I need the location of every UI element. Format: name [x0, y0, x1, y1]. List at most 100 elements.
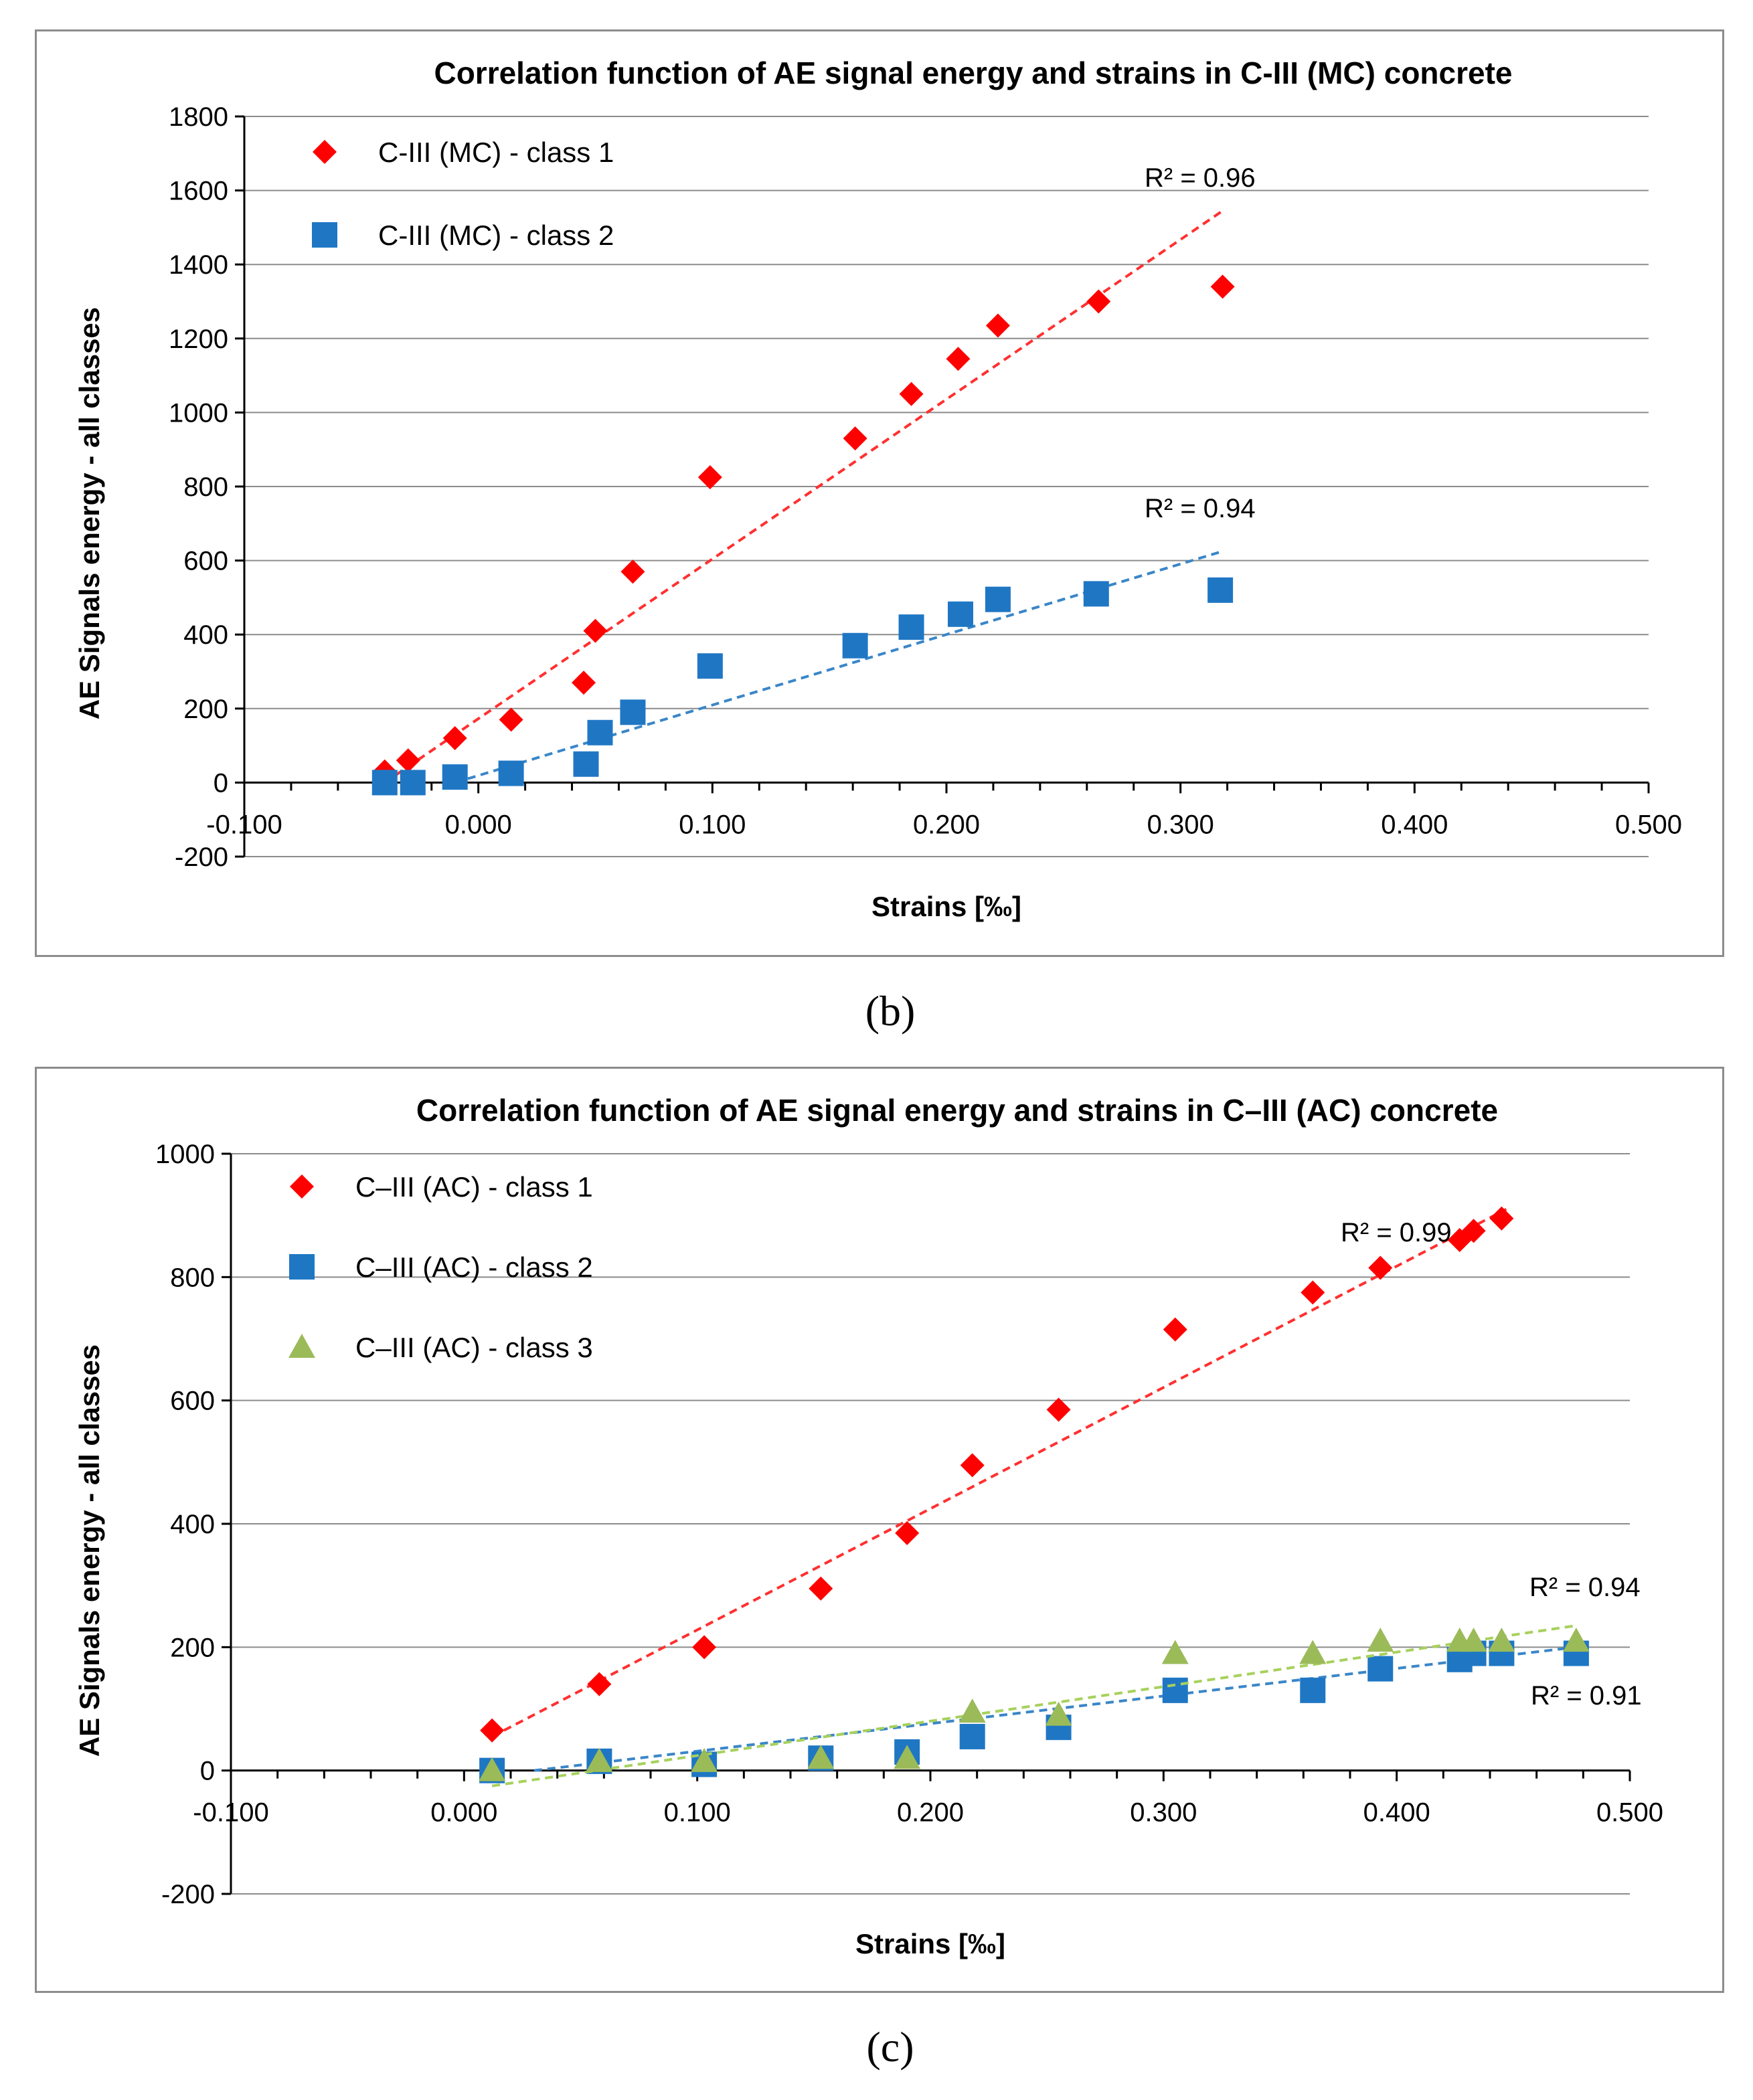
y-tick-label: 600	[170, 1387, 215, 1416]
x-tick-label: -0.100	[206, 810, 282, 839]
chart-title: Correlation function of AE signal energy…	[416, 1093, 1498, 1128]
data-point-class2	[947, 601, 973, 627]
y-tick-label: 1600	[169, 177, 228, 206]
legend-marker-class3	[288, 1334, 315, 1358]
x-tick-label: 0.500	[1615, 810, 1682, 839]
y-tick-label: 1000	[155, 1140, 215, 1169]
data-point-class3	[1460, 1628, 1487, 1652]
data-point-class2	[1300, 1677, 1326, 1703]
data-point-class1	[1301, 1280, 1325, 1305]
data-point-class2	[842, 632, 868, 659]
legend-marker-class2	[312, 222, 337, 248]
data-point-class1	[697, 465, 722, 490]
data-point-class1	[1447, 1228, 1472, 1253]
data-point-class1	[946, 347, 971, 371]
y-axis-label: AE Signals energy - all classes	[74, 307, 105, 719]
x-tick-label: 0.200	[913, 810, 980, 839]
trendline-class3	[491, 1624, 1577, 1787]
data-point-class1	[583, 618, 608, 643]
y-tick-label: 0	[200, 1757, 215, 1786]
x-axis-label: Strains [‰]	[871, 891, 1021, 922]
y-axis-label: AE Signals energy - all classes	[74, 1344, 105, 1757]
r-squared-label-class2: R² = 0.94	[1529, 1573, 1641, 1602]
trendline-class1	[384, 209, 1224, 784]
x-tick-label: 0.000	[445, 810, 512, 839]
data-point-class3	[1299, 1640, 1327, 1664]
data-point-class1	[1086, 289, 1111, 314]
x-tick-label: 0.300	[1147, 810, 1214, 839]
x-tick-label: 0.200	[897, 1798, 964, 1828]
data-point-class2	[620, 699, 646, 725]
data-point-class3	[1045, 1701, 1072, 1726]
data-point-class2	[1207, 577, 1234, 603]
data-point-class3	[479, 1757, 506, 1781]
y-tick-label: 1200	[169, 325, 228, 354]
x-tick-label: 0.300	[1130, 1798, 1197, 1828]
data-point-class2	[985, 586, 1011, 612]
y-tick-label: 1800	[169, 102, 228, 132]
data-point-class1	[1046, 1397, 1071, 1422]
x-tick-label: 0.500	[1596, 1798, 1663, 1828]
trendline-class1	[491, 1208, 1507, 1738]
data-point-class1	[620, 559, 645, 584]
data-point-class3	[958, 1698, 986, 1723]
x-tick-label: 0.400	[1363, 1798, 1430, 1828]
data-point-class3	[1367, 1628, 1394, 1652]
data-point-class1	[1210, 274, 1235, 299]
data-point-class1	[442, 726, 467, 751]
y-tick-label: 1000	[169, 398, 228, 428]
data-point-class3	[586, 1747, 613, 1772]
data-point-class2	[1083, 581, 1109, 607]
data-point-class3	[1488, 1628, 1515, 1652]
data-point-class2	[400, 770, 426, 796]
r-squared-label-class1: R² = 0.99	[1341, 1218, 1452, 1247]
data-point-class2	[498, 760, 524, 786]
data-point-class3	[1562, 1628, 1590, 1652]
chart-title: Correlation function of AE signal energy…	[434, 56, 1512, 90]
data-point-class2	[1162, 1677, 1188, 1703]
data-point-class1	[1489, 1206, 1514, 1231]
data-point-class1	[587, 1672, 612, 1696]
data-point-class2	[442, 764, 468, 790]
r-squared-label-class1: R² = 0.96	[1145, 163, 1256, 193]
data-point-class1	[843, 426, 867, 451]
r-squared-label-class2: R² = 0.94	[1145, 494, 1256, 523]
y-tick-label: -200	[175, 843, 228, 872]
panel-label-b: (b)	[865, 987, 916, 1035]
x-tick-label: 0.100	[664, 1798, 731, 1828]
data-point-class1	[985, 313, 1010, 338]
r-squared-label-class3: R² = 0.91	[1531, 1681, 1642, 1711]
y-tick-label: 600	[183, 547, 228, 576]
y-tick-label: 800	[170, 1263, 215, 1292]
data-point-class1	[396, 748, 420, 773]
data-point-class1	[499, 707, 523, 732]
data-point-class3	[1161, 1640, 1189, 1664]
legend-marker-class1	[313, 140, 337, 164]
data-point-class2	[371, 770, 398, 796]
legend-label-class1: C–III (AC) - class 1	[355, 1171, 593, 1203]
y-tick-label: 200	[183, 695, 228, 724]
data-point-class2	[573, 751, 599, 777]
x-tick-label: 0.000	[430, 1798, 497, 1828]
data-point-class1	[809, 1576, 833, 1601]
data-point-class1	[1461, 1219, 1486, 1243]
legend-marker-class1	[290, 1174, 314, 1199]
data-point-class2	[587, 719, 613, 746]
data-point-class3	[894, 1745, 921, 1769]
chart-panel-b: -200 0 200 400 600 800 1000 1200 1400 1600 1800 -0.…	[35, 29, 1724, 957]
data-point-class2	[1367, 1656, 1394, 1682]
data-point-class1	[960, 1453, 985, 1478]
y-tick-label: 400	[170, 1510, 215, 1539]
data-point-class1	[572, 671, 596, 695]
y-tick-label: 800	[183, 472, 228, 502]
legend-label-class3: C–III (AC) - class 3	[355, 1332, 593, 1363]
legend-marker-class2	[289, 1254, 315, 1280]
data-point-class2	[959, 1723, 985, 1749]
legend-label-class2: C–III (AC) - class 2	[355, 1251, 593, 1283]
chart-b: -200 0 200 400 600 800 1000 1200 1400 1600 1800 -0.…	[74, 56, 1682, 922]
data-point-class2	[697, 653, 723, 679]
data-point-class1	[1163, 1317, 1187, 1342]
panel-label-c: (c)	[866, 2023, 914, 2071]
x-tick-label: -0.100	[193, 1798, 268, 1828]
data-point-class2	[898, 614, 924, 640]
